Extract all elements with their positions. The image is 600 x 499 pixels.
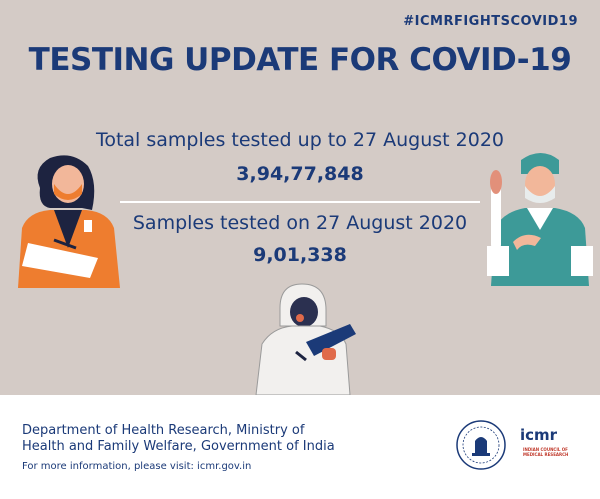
divider xyxy=(120,201,480,203)
government-emblem-icon xyxy=(456,420,506,470)
icmr-full-name: INDIAN COUNCIL OF MEDICAL RESEARCH xyxy=(523,447,569,457)
daily-samples-label: Samples tested on 27 August 2020 xyxy=(132,212,468,234)
daily-samples-value: 9,01,338 xyxy=(253,244,347,266)
footer: Department of Health Research, Ministry … xyxy=(0,395,600,499)
poster-title: TESTING UPDATE FOR COVID-19 xyxy=(28,42,572,78)
poster: #ICMRFIGHTSCOVID19 TESTING UPDATE FOR CO… xyxy=(0,0,600,395)
ppe-worker-illustration-icon xyxy=(255,283,356,395)
department-line-2: Health and Family Welfare, Government of… xyxy=(22,439,335,454)
total-samples-value: 3,94,77,848 xyxy=(236,163,364,185)
department-line-1: Department of Health Research, Ministry … xyxy=(22,423,305,438)
woman-doctor-illustration-icon xyxy=(18,155,120,288)
total-samples-label: Total samples tested up to 27 August 202… xyxy=(95,129,505,151)
hashtag: #ICMRFIGHTSCOVID19 xyxy=(403,14,578,29)
icmr-logo: icmr xyxy=(520,426,558,444)
visit-info: For more information, please visit: icmr… xyxy=(22,461,252,472)
department-text: Department of Health Research, Ministry … xyxy=(22,423,442,455)
surgeon-illustration-icon xyxy=(487,153,593,286)
